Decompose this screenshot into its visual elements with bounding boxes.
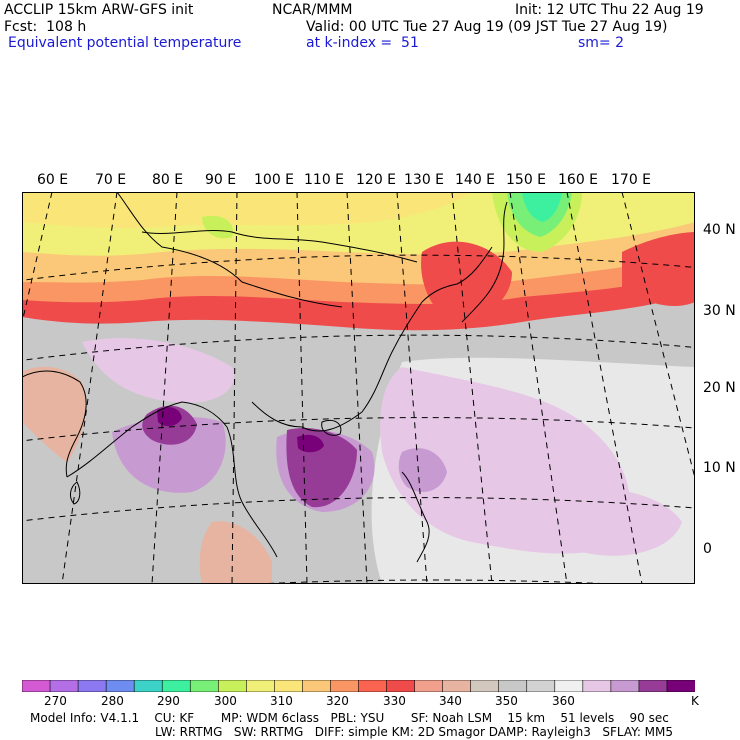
- colorbar-segment: [610, 680, 640, 692]
- colorbar-tick-label: 330: [383, 694, 406, 708]
- model-title: ACCLIP 15km ARW-GFS init: [4, 2, 194, 18]
- band-295: [522, 192, 562, 222]
- colorbar-tick-label: 360: [552, 694, 575, 708]
- lat-label: 20 N: [703, 380, 736, 396]
- colorbar-segment: [526, 680, 556, 692]
- east-330: [622, 232, 695, 307]
- china-coast: [251, 301, 423, 432]
- colorbar-segment: [358, 680, 388, 692]
- colorbar-segment: [582, 680, 612, 692]
- lat-label: 40 N: [703, 222, 736, 238]
- colorbar-segment: [386, 680, 416, 692]
- colorbar-tick-label: 310: [270, 694, 293, 708]
- lon-label: 100 E: [254, 172, 295, 188]
- colorbar-segment: [554, 680, 584, 692]
- indonesia-land: [199, 521, 272, 584]
- colorbar-segment: [77, 680, 107, 692]
- philippine-sea-purple: [398, 448, 447, 492]
- colorbar-segment: [666, 680, 695, 692]
- center-name: NCAR/MMM: [272, 2, 353, 18]
- asia-border-2: [141, 230, 418, 263]
- hainan: [321, 419, 342, 436]
- lon-label: 90 E: [205, 172, 237, 188]
- colorbar-segment: [274, 680, 304, 692]
- colorbar-segment: [414, 680, 444, 692]
- lon-label: 120 E: [356, 172, 397, 188]
- korea-coast: [421, 246, 493, 303]
- lat-label: 0: [703, 541, 712, 557]
- map-frame: [22, 192, 695, 584]
- japan-330: [421, 241, 512, 322]
- lat-line-40: [22, 254, 695, 281]
- east-pacific-lavender: [557, 488, 682, 556]
- model-info-line2: LW: RRTMG SW: RRTMG DIFF: simple KM: 2D …: [155, 725, 674, 739]
- lat-line-0: [245, 579, 623, 584]
- smoothing: sm= 2: [578, 35, 625, 51]
- init-time: Init: 12 UTC Thu 22 Aug 19: [515, 2, 704, 18]
- north-india-lavender: [82, 338, 234, 403]
- valid-time: Valid: 00 UTC Tue 27 Aug 19 (09 JST Tue …: [306, 19, 668, 35]
- sri-lanka: [69, 481, 81, 505]
- colorbar-segment: [330, 680, 360, 692]
- lon-label: 160 E: [558, 172, 599, 188]
- lat-line-10: [22, 497, 695, 522]
- level-index: at k-index = 51: [306, 35, 419, 51]
- lon-label: 130 E: [404, 172, 445, 188]
- lat-label: 30 N: [703, 303, 736, 319]
- colorbar-tick-label: 270: [44, 694, 67, 708]
- colorbar-segment: [470, 680, 500, 692]
- colorbar-segment: [246, 680, 276, 692]
- equivalent-potential-temperature-map: [22, 192, 695, 584]
- colorbar-segment: [638, 680, 668, 692]
- colorbar-tick-label: 340: [439, 694, 462, 708]
- colorbar-segment: [22, 680, 51, 692]
- colorbar-segment: [161, 680, 192, 692]
- lon-line-140: [509, 192, 568, 584]
- model-info-line1: Model Info: V4.1.1 CU: KF MP: WDM 6class…: [30, 711, 669, 725]
- field-name: Equivalent potential temperature: [8, 35, 242, 51]
- colorbar-segment: [189, 680, 220, 692]
- lon-line-60: [22, 192, 53, 325]
- colorbar-tick-label: 350: [495, 694, 518, 708]
- lat-label: 10 N: [703, 460, 736, 476]
- lat-line-20: [22, 417, 695, 442]
- colorbar-unit: K: [691, 694, 699, 708]
- lon-label: 170 E: [611, 172, 652, 188]
- band-315: [22, 192, 472, 229]
- lon-label: 110 E: [304, 172, 345, 188]
- colorbar: [22, 680, 695, 692]
- lon-label: 60 E: [37, 172, 69, 188]
- japan-outline: [461, 201, 508, 323]
- lon-label: 80 E: [152, 172, 184, 188]
- india-west-coast: [22, 370, 87, 478]
- colorbar-segment: [498, 680, 528, 692]
- forecast-hour: Fcst: 108 h: [4, 19, 87, 35]
- mongolia-cool: [202, 215, 233, 239]
- lon-line-150: [566, 192, 643, 584]
- colorbar-tick-label: 290: [157, 694, 180, 708]
- colorbar-tick-label: 320: [326, 694, 349, 708]
- lon-label: 70 E: [95, 172, 127, 188]
- colorbar-segment: [49, 680, 79, 692]
- lat-line-30: [22, 334, 695, 361]
- colorbar-tick-label: 300: [214, 694, 237, 708]
- colorbar-segment: [302, 680, 332, 692]
- india-east-coast: [66, 401, 228, 478]
- colorbar-tick-label: 280: [101, 694, 124, 708]
- asia-border-1: [116, 192, 343, 308]
- philippines-outline: [401, 471, 430, 563]
- colorbar-segment: [217, 680, 248, 692]
- lon-label: 140 E: [455, 172, 496, 188]
- lon-label: 150 E: [506, 172, 547, 188]
- colorbar-segment: [133, 680, 164, 692]
- malay-coast: [226, 426, 278, 558]
- india-land: [22, 366, 87, 462]
- colorbar-segment: [105, 680, 135, 692]
- lon-line-160: [621, 192, 695, 481]
- bay-of-bengal-purple: [112, 416, 226, 493]
- colorbar-segment: [442, 680, 472, 692]
